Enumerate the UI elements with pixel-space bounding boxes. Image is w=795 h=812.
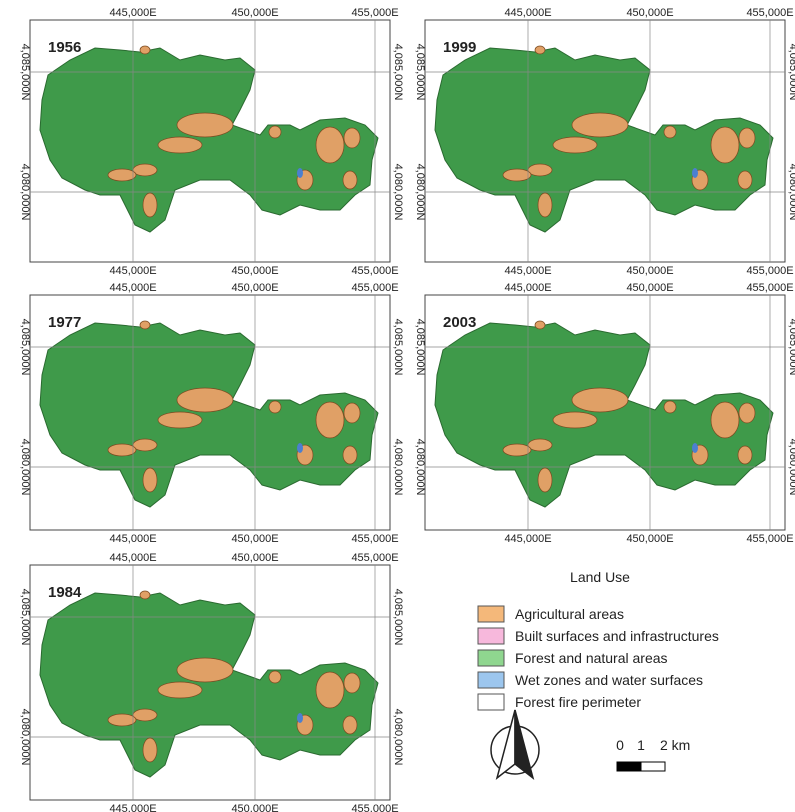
coord-label: 450,000E xyxy=(231,265,278,277)
map-panel: 1977 445,000E 445,000E 450,000E 450,000E 455,… xyxy=(19,282,404,545)
coord-label: 4,085,000N xyxy=(414,319,426,376)
scale-label: 2 km xyxy=(660,737,690,753)
coord-label: 445,000E xyxy=(109,552,156,564)
coord-label: 4,085,000N xyxy=(787,319,795,376)
legend-label: Wet zones and water surfaces xyxy=(515,672,703,688)
coord-label: 450,000E xyxy=(626,7,673,19)
coord-label: 445,000E xyxy=(109,803,156,812)
coord-label: 4,085,000N xyxy=(392,44,404,101)
coord-label: 4,085,000N xyxy=(19,44,31,101)
coord-label: 450,000E xyxy=(231,7,278,19)
coord-label: 445,000E xyxy=(504,282,551,294)
coord-label: 4,080,000N xyxy=(414,439,426,496)
coord-label: 455,000E xyxy=(351,265,398,277)
map-panel: 2003 445,000E 445,000E 450,000E 450,000E 455,… xyxy=(414,282,795,545)
coord-label: 455,000E xyxy=(746,533,793,545)
coord-label: 4,080,000N xyxy=(787,439,795,496)
legend-swatch xyxy=(478,650,504,666)
coord-label: 455,000E xyxy=(746,265,793,277)
coord-label: 450,000E xyxy=(626,265,673,277)
legend-label: Built surfaces and infrastructures xyxy=(515,628,719,644)
coord-label: 455,000E xyxy=(351,533,398,545)
legend-swatch xyxy=(478,672,504,688)
north-arrow xyxy=(491,710,539,778)
coord-label: 450,000E xyxy=(626,282,673,294)
map-panels: 1956 445,000E 445,000E 450,000E 450,000E 455,… xyxy=(19,7,795,812)
coord-label: 4,080,000N xyxy=(392,439,404,496)
coord-label: 4,080,000N xyxy=(19,439,31,496)
figure: 1956 445,000E 445,000E 450,000E 450,000E 455,… xyxy=(0,0,795,812)
coord-label: 445,000E xyxy=(504,533,551,545)
legend: Agricultural areas Built surfaces and inf… xyxy=(478,606,719,710)
legend-swatch xyxy=(478,628,504,644)
coord-label: 445,000E xyxy=(109,533,156,545)
coord-label: 4,080,000N xyxy=(414,164,426,221)
coord-label: 4,085,000N xyxy=(414,44,426,101)
map-panel: 1984 445,000E 445,000E 450,000E 450,000E 455,… xyxy=(19,552,404,812)
coord-label: 445,000E xyxy=(109,265,156,277)
scale-label: 1 xyxy=(637,737,645,753)
coord-label: 450,000E xyxy=(231,803,278,812)
legend-swatch xyxy=(478,694,504,710)
coord-label: 4,085,000N xyxy=(19,319,31,376)
coord-label: 4,085,000N xyxy=(19,589,31,646)
coord-label: 4,080,000N xyxy=(392,164,404,221)
coord-label: 445,000E xyxy=(504,265,551,277)
year-label: 1999 xyxy=(443,39,476,56)
coord-label: 4,080,000N xyxy=(787,164,795,221)
coord-label: 455,000E xyxy=(746,282,793,294)
legend-label: Forest and natural areas xyxy=(515,650,668,666)
coord-label: 455,000E xyxy=(351,7,398,19)
legend-label: Agricultural areas xyxy=(515,606,624,622)
coord-label: 445,000E xyxy=(504,7,551,19)
year-label: 1977 xyxy=(48,314,81,331)
coord-label: 455,000E xyxy=(351,282,398,294)
year-label: 2003 xyxy=(443,314,476,331)
coord-label: 4,085,000N xyxy=(392,589,404,646)
scale-label: 0 xyxy=(616,737,624,753)
year-label: 1984 xyxy=(48,584,82,601)
coord-label: 4,085,000N xyxy=(392,319,404,376)
legend-swatch xyxy=(478,606,504,622)
map-panel: 1956 445,000E 445,000E 450,000E 450,000E 455,… xyxy=(19,7,404,277)
coord-label: 455,000E xyxy=(746,7,793,19)
coord-label: 4,085,000N xyxy=(787,44,795,101)
scale-bar: 0 1 2 km xyxy=(616,737,690,771)
coord-label: 450,000E xyxy=(231,282,278,294)
year-label: 1956 xyxy=(48,39,81,56)
coord-label: 445,000E xyxy=(109,7,156,19)
coord-label: 450,000E xyxy=(231,533,278,545)
coord-label: 4,080,000N xyxy=(19,164,31,221)
coord-label: 455,000E xyxy=(351,552,398,564)
legend-label: Forest fire perimeter xyxy=(515,694,641,710)
coord-label: 455,000E xyxy=(351,803,398,812)
coord-label: 450,000E xyxy=(231,552,278,564)
legend-title: Land Use xyxy=(570,569,630,585)
coord-label: 450,000E xyxy=(626,533,673,545)
coord-label: 4,080,000N xyxy=(392,709,404,766)
coord-label: 4,080,000N xyxy=(19,709,31,766)
map-panel: 1999 445,000E 445,000E 450,000E 450,000E 455,… xyxy=(414,7,795,277)
coord-label: 445,000E xyxy=(109,282,156,294)
